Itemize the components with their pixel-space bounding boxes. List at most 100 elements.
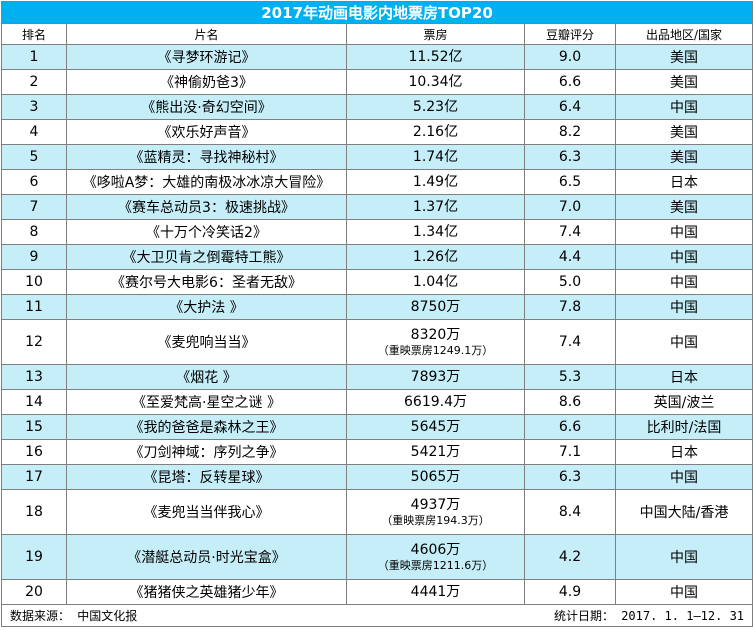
film-title-cell: 《大卫贝肯之倒霉特工熊》 [66,244,347,270]
rank-cell: 5 [1,144,67,170]
box-office-value: 5645万 [410,419,461,435]
box-office-cell: 5065万 [346,464,525,490]
region-cell: 美国 [614,194,753,220]
footer-cell: 数据来源： 中国文化报 统计日期： 2017. 1. 1—12. 31 [0,604,753,627]
box-office-cell: 5645万 [346,414,525,440]
region-cell: 中国 [614,464,753,490]
box-office-value: 5065万 [410,469,461,485]
film-title-cell: 《刀剑神域：序列之争》 [66,439,347,465]
douban-score-cell: 6.3 [524,464,616,490]
table-row: 7 《赛车总动员3：极速挑战》 1.37亿 7.0 美国 [1,194,753,220]
douban-score-cell: 5.3 [524,364,616,390]
box-office-cell: 8750万 [346,294,525,320]
douban-score-cell: 4.9 [524,579,616,605]
box-office-cell: 1.37亿 [346,194,525,220]
rank-cell: 12 [1,319,67,365]
region-cell: 美国 [614,69,753,95]
douban-score-cell: 6.6 [524,414,616,440]
box-office-cell: 10.34亿 [346,69,525,95]
box-office-cell: 8320万 （重映票房1249.1万） [346,319,525,365]
rank-cell: 7 [1,194,67,220]
box-office-cell: 5421万 [346,439,525,465]
box-office-cell: 1.49亿 [346,169,525,195]
table-row: 15 《我的爸爸是森林之王》 5645万 6.6 比利时/法国 [1,414,753,440]
header-film: 片名 [66,23,347,45]
box-office-value: 1.34亿 [412,224,459,240]
rank-cell: 3 [1,94,67,120]
data-source-note: 数据来源： 中国文化报 [10,609,138,623]
film-title-cell: 《神偷奶爸3》 [66,69,347,95]
box-office-cell: 5.23亿 [346,94,525,120]
douban-score-cell: 8.4 [524,489,616,535]
douban-score-cell: 7.4 [524,319,616,365]
box-office-cell: 4441万 [346,579,525,605]
region-cell: 中国 [614,319,753,365]
box-office-value: 8750万 [410,299,461,315]
table-row: 4 《欢乐好声音》 2.16亿 8.2 美国 [1,119,753,145]
table-row: 2 《神偷奶爸3》 10.34亿 6.6 美国 [1,69,753,95]
rank-cell: 17 [1,464,67,490]
box-office-cell: 1.74亿 [346,144,525,170]
film-title-cell: 《赛尔号大电影6：圣者无敌》 [66,269,347,295]
region-cell: 中国大陆/香港 [614,489,753,535]
region-cell: 中国 [614,244,753,270]
region-cell: 中国 [614,94,753,120]
table-row: 18 《麦兜当当伴我心》 4937万 （重映票房194.3万） 8.4 中国大陆/香港 [1,489,753,535]
region-cell: 中国 [614,219,753,245]
rank-cell: 2 [1,69,67,95]
douban-score-cell: 6.3 [524,144,616,170]
film-title-cell: 《至爱梵高·星空之谜 》 [66,389,347,415]
box-office-value: 1.04亿 [412,274,459,290]
box-office-value: 1.49亿 [412,174,459,190]
box-office-value: 7893万 [410,369,461,385]
box-office-value: 6619.4万 [404,394,467,410]
region-cell: 中国 [614,579,753,605]
region-cell: 中国 [614,269,753,295]
header-row: 排名 片名 票房 豆瓣评分 出品地区/国家 [1,23,753,45]
table-row: 14 《至爱梵高·星空之谜 》 6619.4万 8.6 英国/波兰 [1,389,753,415]
region-cell: 英国/波兰 [614,389,753,415]
douban-score-cell: 9.0 [524,44,616,70]
douban-score-cell: 4.2 [524,534,616,580]
region-cell: 美国 [614,44,753,70]
film-title-cell: 《欢乐好声音》 [66,119,347,145]
table-row: 3 《熊出没·奇幻空间》 5.23亿 6.4 中国 [1,94,753,120]
table-title: 2017年动画电影内地票房TOP20 [0,1,753,24]
box-office-cell: 1.26亿 [346,244,525,270]
statistics-date-note: 统计日期： 2017. 1. 1—12. 31 [553,609,745,623]
table-row: 6 《哆啦A梦：大雄的南极冰冰凉大冒险》 1.49亿 6.5 日本 [1,169,753,195]
box-office-value: 1.26亿 [412,249,459,265]
header-rank: 排名 [1,23,67,45]
box-office-value: 5.23亿 [412,99,459,115]
film-title-cell: 《十万个冷笑话2》 [66,219,347,245]
table-row: 13 《烟花 》 7893万 5.3 日本 [1,364,753,390]
table-row: 11 《大护法 》 8750万 7.8 中国 [1,294,753,320]
film-title-cell: 《赛车总动员3：极速挑战》 [66,194,347,220]
box-office-value: 4606万 [410,542,461,558]
rank-cell: 13 [1,364,67,390]
footer-row: 数据来源： 中国文化报 统计日期： 2017. 1. 1—12. 31 [0,604,753,627]
douban-score-cell: 6.5 [524,169,616,195]
region-cell: 美国 [614,119,753,145]
film-title-cell: 《潜艇总动员·时光宝盒》 [66,534,347,580]
table-row: 10 《赛尔号大电影6：圣者无敌》 1.04亿 5.0 中国 [1,269,753,295]
film-title-cell: 《昆塔：反转星球》 [66,464,347,490]
film-title-cell: 《烟花 》 [66,364,347,390]
rank-cell: 10 [1,269,67,295]
film-title-cell: 《猪猪侠之英雄猪少年》 [66,579,347,605]
rank-cell: 4 [1,119,67,145]
rerelease-box-office-note: （重映票房1211.6万） [377,559,494,572]
region-cell: 日本 [614,364,753,390]
box-office-value: 1.37亿 [412,199,459,215]
box-office-cell: 11.52亿 [346,44,525,70]
douban-score-cell: 8.2 [524,119,616,145]
film-title-cell: 《蓝精灵：寻找神秘村》 [66,144,347,170]
table-row: 20 《猪猪侠之英雄猪少年》 4441万 4.9 中国 [1,579,753,605]
region-cell: 中国 [614,534,753,580]
rerelease-box-office-note: （重映票房1249.1万） [377,344,494,357]
douban-score-cell: 5.0 [524,269,616,295]
film-title-cell: 《我的爸爸是森林之王》 [66,414,347,440]
film-title-cell: 《麦兜当当伴我心》 [66,489,347,535]
film-title-cell: 《麦兜响当当》 [66,319,347,365]
